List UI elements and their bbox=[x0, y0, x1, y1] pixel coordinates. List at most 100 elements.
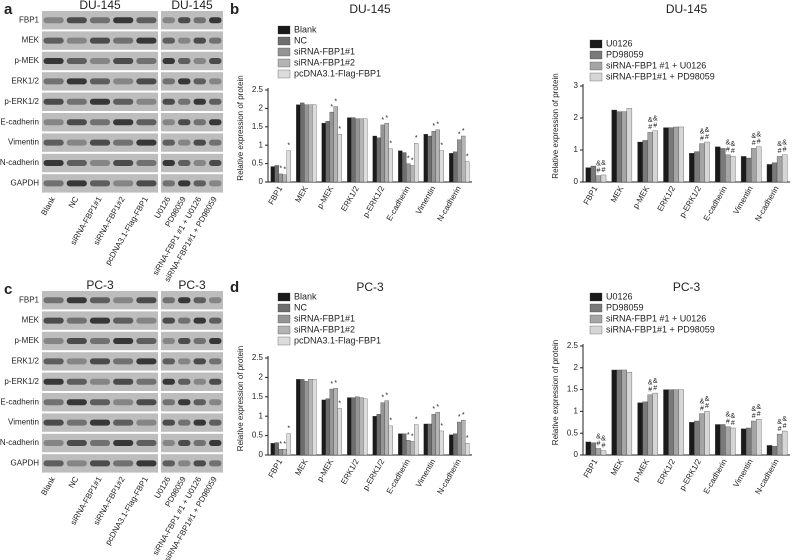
bar bbox=[465, 443, 470, 456]
blot-band bbox=[43, 399, 64, 406]
bar bbox=[333, 388, 338, 456]
bar bbox=[652, 130, 658, 183]
bar bbox=[388, 148, 393, 183]
bar bbox=[406, 163, 411, 183]
blot-band bbox=[66, 139, 87, 146]
x-tick-label: N-cadherin bbox=[753, 185, 780, 223]
significance-mark: & bbox=[700, 398, 705, 405]
bar bbox=[637, 141, 643, 183]
bar bbox=[720, 148, 726, 183]
y-tick-label: 0 bbox=[574, 177, 579, 186]
blot-band bbox=[43, 338, 64, 344]
blot-band bbox=[113, 58, 134, 64]
bar bbox=[725, 426, 731, 456]
y-axis-label: Relative expression of protein bbox=[236, 75, 245, 180]
y-tick-label: 2 bbox=[259, 104, 264, 113]
blot-band bbox=[193, 37, 206, 44]
blot-band bbox=[136, 180, 157, 187]
blot-strip bbox=[161, 153, 223, 173]
bar bbox=[453, 433, 458, 456]
blot-band bbox=[209, 119, 222, 126]
blot-band bbox=[193, 460, 206, 467]
blot-band bbox=[136, 338, 157, 344]
significance-mark: & bbox=[777, 419, 782, 426]
y-tick-label: 2 bbox=[259, 373, 264, 382]
significance-mark: * bbox=[466, 154, 469, 161]
blot-title: PC-3 bbox=[178, 278, 206, 292]
protein-label: Vimentin bbox=[8, 138, 39, 147]
bar bbox=[372, 416, 377, 456]
bar bbox=[751, 148, 757, 183]
blot-band bbox=[193, 78, 206, 85]
blot-band bbox=[89, 440, 111, 446]
significance-mark: # bbox=[731, 420, 735, 427]
significance-mark: & bbox=[777, 141, 782, 148]
blot-band bbox=[136, 297, 157, 304]
legend-label: pcDNA3.1-Flag-FBP1 bbox=[294, 335, 381, 345]
blot-band bbox=[66, 78, 87, 85]
protein-label: E-cadherin bbox=[0, 117, 39, 126]
blot-band bbox=[66, 119, 87, 126]
bar bbox=[423, 134, 428, 183]
legend-swatch bbox=[277, 25, 291, 35]
chart-title: PC-3 bbox=[673, 280, 701, 294]
blot-band bbox=[136, 160, 157, 166]
blot-band bbox=[66, 460, 87, 467]
blot-strip bbox=[42, 113, 158, 132]
y-tick-label: 1 bbox=[259, 140, 264, 149]
y-axis-label: Relative expression of protein bbox=[551, 340, 560, 445]
bar bbox=[304, 104, 309, 183]
blot-band bbox=[66, 358, 87, 365]
significance-mark: * bbox=[436, 122, 439, 129]
y-tick-label: 0 bbox=[574, 450, 579, 459]
bar bbox=[730, 156, 736, 183]
significance-mark: # bbox=[602, 167, 606, 174]
blot-band bbox=[66, 338, 87, 344]
bar bbox=[427, 135, 432, 183]
legend-label: siRNA-FBP1 #1 + U0126 bbox=[606, 313, 706, 323]
significance-mark: # bbox=[653, 123, 657, 130]
bar bbox=[372, 135, 377, 183]
significance-mark: # bbox=[783, 147, 787, 154]
blot-band bbox=[162, 297, 175, 304]
blot-band bbox=[66, 297, 87, 304]
blot-band bbox=[43, 78, 64, 85]
blot-band bbox=[162, 440, 175, 446]
blot-band bbox=[162, 98, 175, 105]
blot-strip bbox=[161, 133, 223, 152]
significance-mark: * bbox=[407, 155, 410, 162]
protein-label: p-ERK1/2 bbox=[4, 377, 39, 386]
bar bbox=[402, 433, 407, 456]
bar bbox=[642, 401, 648, 456]
blot-band bbox=[113, 338, 134, 344]
significance-mark: & bbox=[725, 140, 730, 147]
bar bbox=[637, 402, 643, 456]
bar bbox=[308, 379, 313, 456]
blot-band bbox=[193, 17, 206, 24]
significance-mark: & bbox=[731, 141, 736, 148]
blot-band bbox=[43, 297, 64, 304]
bar bbox=[337, 134, 342, 183]
significance-mark: * bbox=[334, 380, 337, 387]
bar bbox=[449, 153, 454, 183]
x-tick-label: N-cadherin bbox=[753, 458, 780, 496]
significance-mark: * bbox=[381, 117, 384, 124]
bar bbox=[689, 153, 695, 183]
x-tick-label: E-cadherin bbox=[385, 458, 412, 496]
bar bbox=[781, 430, 788, 456]
bar bbox=[781, 154, 788, 183]
blot-band bbox=[66, 317, 87, 324]
blot-strip bbox=[161, 92, 223, 111]
significance-mark: # bbox=[757, 411, 761, 418]
blot-strip bbox=[161, 72, 223, 91]
significance-mark: * bbox=[432, 406, 435, 413]
y-tick-label: 1 bbox=[574, 145, 579, 154]
significance-mark: & bbox=[601, 435, 606, 442]
blot-band bbox=[66, 17, 87, 24]
x-tick-label: p-ERK1/2 bbox=[361, 457, 386, 492]
bar bbox=[461, 135, 466, 183]
legend-label: Blank bbox=[294, 291, 317, 301]
blot-band bbox=[66, 160, 87, 166]
significance-mark: # bbox=[705, 403, 709, 410]
